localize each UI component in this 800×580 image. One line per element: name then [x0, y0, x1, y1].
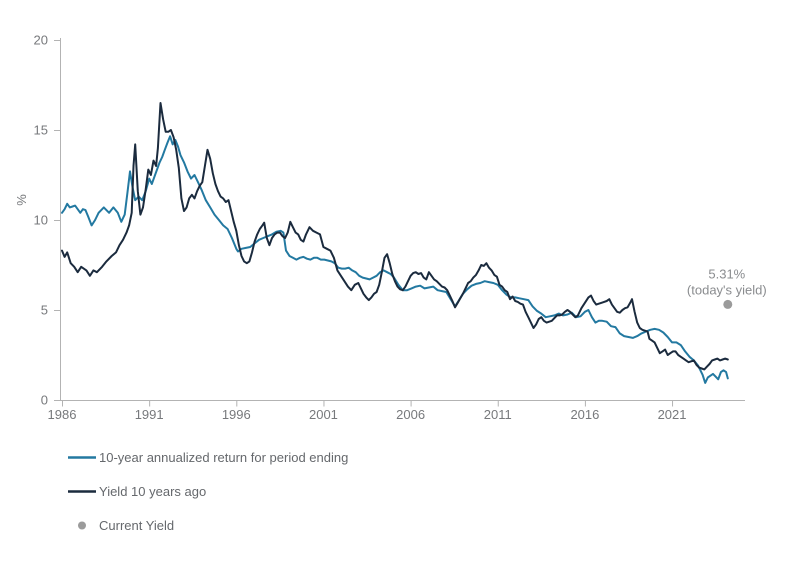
series-line-yield-10-years-ago	[61, 102, 729, 371]
series-group	[61, 102, 729, 384]
y-axis-unit-label: %	[14, 194, 29, 206]
x-tick-label: 2001	[309, 407, 338, 422]
x-tick-label: 2016	[570, 407, 599, 422]
chart-legend: 10-year annualized return for period end…	[68, 450, 349, 553]
current-yield-caption: (today's yield)	[687, 282, 767, 297]
y-tick-label: 20	[34, 33, 48, 48]
y-tick-label: 5	[41, 303, 48, 318]
gray-dot-swatch-icon	[78, 521, 86, 530]
x-tick-label: 2006	[396, 407, 425, 422]
x-axis-ticks: 1986 1991 1996 2001 2006 2011 2016 2021	[48, 400, 687, 422]
y-tick-label: 10	[34, 213, 48, 228]
legend-label-yield-10-years-ago: Yield 10 years ago	[99, 484, 207, 499]
x-tick-label: 1996	[222, 407, 251, 422]
legend-item-yield-10-years-ago: Yield 10 years ago	[68, 484, 348, 499]
current-yield-value-label: 5.31%	[708, 266, 745, 281]
teal-line-swatch-icon	[68, 456, 96, 459]
navy-line-swatch-icon	[68, 490, 96, 493]
y-tick-label: 15	[34, 123, 48, 138]
x-tick-label: 1991	[135, 407, 164, 422]
legend-label-current-yield: Current Yield	[99, 518, 175, 533]
x-tick-label: 2011	[484, 407, 512, 422]
legend-item-10yr-return: 10-year annualized return for period end…	[68, 450, 349, 465]
series-line-10yr-return	[61, 135, 729, 384]
y-axis-ticks: 0 5 10 15 20	[34, 33, 61, 408]
legend-label-10yr-return: 10-year annualized return for period end…	[99, 450, 349, 465]
x-tick-label: 2021	[658, 407, 687, 422]
legend-item-current-yield: Current Yield	[68, 518, 348, 533]
line-chart: % 0 5 10 15 20 1986 1991 1996 2001 2006 2011 2016 2…	[14, 33, 767, 423]
x-tick-label: 1986	[48, 407, 77, 422]
y-tick-label: 0	[41, 393, 48, 408]
current-yield-dot	[723, 299, 733, 309]
